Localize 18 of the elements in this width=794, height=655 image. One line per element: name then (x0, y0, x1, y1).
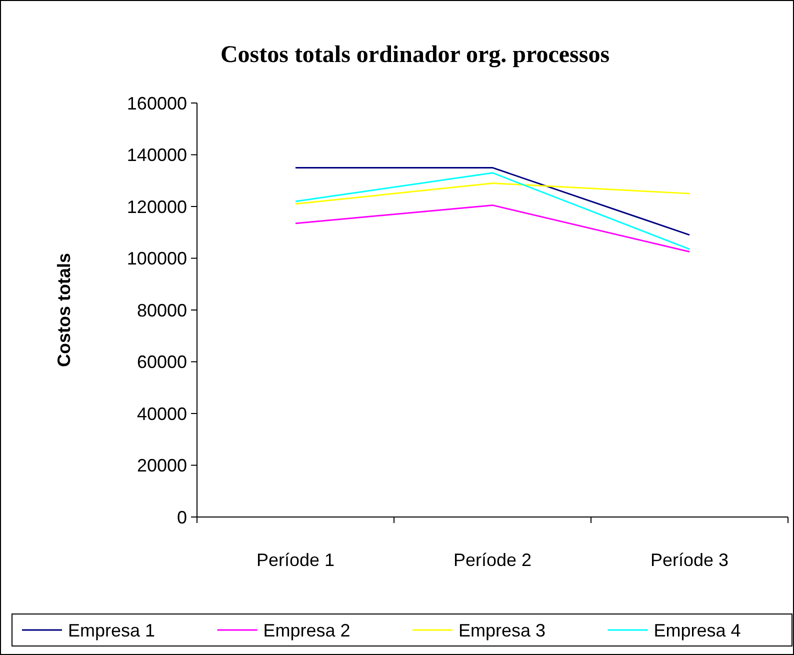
chart-title: Costos totals ordinador org. processos (220, 42, 610, 68)
y-tick-label: 120000 (126, 196, 187, 217)
y-tick-label: 160000 (126, 93, 187, 114)
legend-label: Empresa 4 (654, 620, 741, 640)
x-tick-label: Període 3 (650, 550, 729, 570)
y-tick-label: 40000 (136, 404, 187, 424)
y-tick-label: 80000 (136, 300, 187, 320)
y-tick-label: 0 (176, 507, 187, 528)
x-tick-label: Període 1 (256, 550, 335, 570)
y-tick-label: 100000 (126, 248, 187, 269)
legend-label: Empresa 1 (68, 620, 156, 640)
legend-label: Empresa 2 (263, 620, 350, 640)
y-tick-label: 20000 (136, 456, 187, 476)
y-axis-title: Costos totals (54, 252, 74, 368)
legend-label: Empresa 3 (458, 620, 546, 640)
y-tick-label: 60000 (136, 352, 187, 372)
x-tick-label: Període 2 (453, 550, 532, 570)
y-tick-label: 140000 (126, 145, 187, 166)
